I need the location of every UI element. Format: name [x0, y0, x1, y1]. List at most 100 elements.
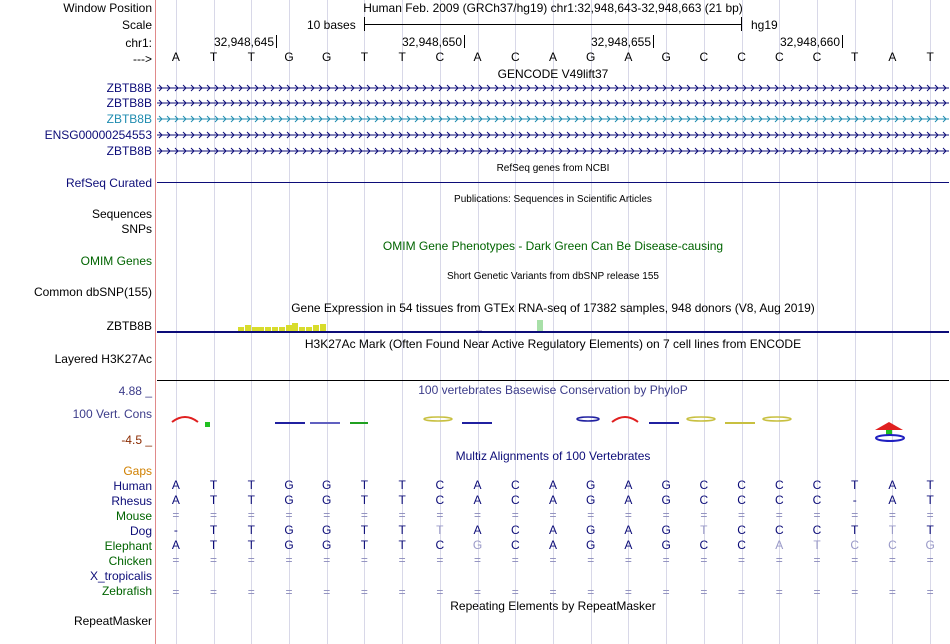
assembly-position-text: Human Feb. 2009 (GRCh37/hg19) chr1:32,94… — [363, 1, 743, 15]
label-gene-zbtb8b-1[interactable]: ZBTB8B — [106, 81, 152, 95]
gridline — [402, 0, 403, 644]
alignment-base: = — [775, 553, 783, 567]
alignment-base: = — [323, 553, 331, 567]
alignment-base: T — [398, 538, 406, 552]
alignment-base: C — [699, 493, 709, 507]
label-species-human[interactable]: Human — [113, 479, 152, 493]
alignment-base: = — [360, 553, 368, 567]
label-repeatmasker[interactable]: RepeatMasker — [73, 614, 152, 628]
scale-bar — [364, 24, 741, 25]
alignment-base: = — [474, 585, 482, 599]
alignment-base: C — [510, 493, 520, 507]
label-gaps[interactable]: Gaps — [123, 464, 152, 478]
label-species-rhesus[interactable]: Rhesus — [111, 494, 152, 508]
gtex-tissue-bar[interactable] — [278, 327, 285, 332]
alignment-base: T — [360, 523, 369, 537]
gtex-tissue-bar[interactable] — [251, 327, 258, 332]
phylop-conservation-logo[interactable] — [157, 410, 949, 442]
alignment-base: C — [888, 538, 897, 552]
alignment-base: A — [548, 523, 557, 537]
gtex-expression-chart[interactable] — [157, 316, 949, 332]
reference-base: T — [247, 50, 255, 64]
label-common-dbsnp[interactable]: Common dbSNP(155) — [33, 285, 152, 299]
label-species-mouse[interactable]: Mouse — [115, 509, 152, 523]
alignment-base: = — [474, 553, 482, 567]
alignment-base: C — [699, 478, 709, 492]
alignment-base: C — [774, 478, 784, 492]
gtex-tissue-bar[interactable] — [306, 327, 312, 332]
gtex-tissue-bar[interactable] — [537, 320, 544, 332]
label-species-xtropicalis[interactable]: X_tropicalis — [89, 569, 152, 583]
position-tick-label: 32,948,660 — [779, 35, 840, 49]
gridline — [327, 0, 328, 644]
label-gene-zbtb8b-2[interactable]: ZBTB8B — [106, 96, 152, 110]
label-gtex-gene[interactable]: ZBTB8B — [106, 319, 152, 333]
alignment-base: C — [737, 523, 746, 537]
genome-browser-track-area[interactable]: Human Feb. 2009 (GRCh37/hg19) chr1:32,94… — [157, 0, 949, 644]
gene-feature-line[interactable] — [157, 98, 949, 108]
alignment-base: = — [700, 508, 708, 522]
alignment-base: = — [398, 508, 406, 522]
gtex-tissue-bar[interactable] — [244, 325, 251, 332]
reference-base: C — [812, 50, 822, 64]
label-species-zebrafish[interactable]: Zebrafish — [101, 584, 152, 598]
gtex-tissue-bar[interactable] — [272, 327, 278, 332]
label-species-elephant[interactable]: Elephant — [104, 539, 152, 553]
gtex-tissue-bar[interactable] — [299, 327, 306, 332]
alignment-base: = — [624, 508, 632, 522]
gridline — [930, 0, 931, 644]
dbsnp-track-title: Short Genetic Variants from dbSNP releas… — [447, 271, 659, 282]
label-omim-genes[interactable]: OMIM Genes — [80, 254, 152, 268]
alignment-base: A — [624, 523, 633, 537]
gene-feature-line[interactable] — [157, 114, 949, 124]
label-strand: ---> — [133, 52, 152, 66]
refseq-gene-line[interactable] — [157, 182, 949, 183]
reference-base: T — [926, 50, 934, 64]
label-gene-zbtb8b-3[interactable]: ZBTB8B — [106, 112, 152, 126]
gtex-tissue-bar[interactable] — [312, 325, 319, 332]
alignment-base: = — [775, 585, 783, 599]
label-snps[interactable]: SNPs — [121, 222, 152, 236]
reference-base: C — [699, 50, 709, 64]
label-species-chicken[interactable]: Chicken — [108, 554, 152, 568]
gtex-tissue-bar[interactable] — [292, 323, 299, 332]
label-layered-h3k27ac[interactable]: Layered H3K27Ac — [54, 352, 152, 366]
gtex-tissue-bar[interactable] — [265, 327, 272, 332]
position-tick-mark — [276, 35, 277, 48]
alignment-base: T — [247, 523, 255, 537]
alignment-base: C — [812, 493, 822, 507]
alignment-base: C — [774, 523, 784, 537]
gtex-tissue-bar[interactable] — [258, 327, 265, 332]
alignment-base: = — [285, 553, 293, 567]
gene-feature-line[interactable] — [157, 130, 949, 140]
reference-base: A — [888, 50, 897, 64]
gridline — [628, 0, 629, 644]
alignment-base: = — [738, 553, 746, 567]
alignment-base: = — [172, 553, 180, 567]
alignment-base: G — [661, 538, 671, 552]
alignment-base: G — [322, 523, 332, 537]
gtex-tissue-bar[interactable] — [319, 324, 326, 332]
label-refseq-curated[interactable]: RefSeq Curated — [65, 176, 152, 190]
label-sequences[interactable]: Sequences — [91, 207, 152, 221]
label-gene-ensg[interactable]: ENSG00000254553 — [44, 128, 152, 142]
alignment-base: = — [323, 508, 331, 522]
alignment-base: A — [548, 478, 557, 492]
gene-feature-line[interactable] — [157, 83, 949, 93]
alignment-base: = — [360, 508, 368, 522]
reference-base: G — [322, 50, 332, 64]
gtex-tissue-bar[interactable] — [238, 327, 244, 332]
alignment-base: A — [473, 478, 482, 492]
label-chr: chr1: — [125, 36, 152, 50]
label-100-vert-cons[interactable]: 100 Vert. Cons — [72, 407, 152, 421]
gtex-tissue-bar[interactable] — [285, 325, 292, 332]
gridline — [855, 0, 856, 644]
alignment-base: = — [172, 585, 180, 599]
label-gene-zbtb8b-5[interactable]: ZBTB8B — [106, 144, 152, 158]
alignment-base: T — [247, 538, 255, 552]
alignment-base: G — [284, 493, 294, 507]
alignment-base: T — [360, 538, 369, 552]
label-species-dog[interactable]: Dog — [129, 524, 152, 538]
gene-feature-line[interactable] — [157, 146, 949, 156]
alignment-base: = — [888, 553, 896, 567]
